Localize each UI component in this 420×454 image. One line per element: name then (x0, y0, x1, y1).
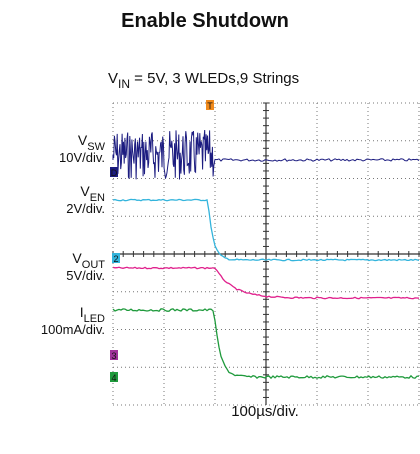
timebase: 100µs/div. (231, 403, 299, 420)
traces: T D 2 3 4 (110, 100, 419, 383)
channel-scale: 2V/div. (66, 201, 105, 216)
channel-marker-glyph: D (111, 168, 118, 178)
channel-marker-glyph: 2 (113, 254, 118, 264)
channel-scale: 10V/div. (59, 150, 105, 165)
subtitle-subscript: IN (118, 77, 130, 91)
figure: Enable Shutdown VIN = 5V, 3 WLEDs,9 Stri… (0, 0, 420, 454)
title: Enable Shutdown (121, 10, 289, 32)
channel-scale: 100mA/div. (41, 322, 105, 337)
channel-marker-glyph: T (207, 101, 213, 111)
channel-scale: 5V/div. (66, 268, 105, 283)
channel-labels: VSW10V/div.VEN2V/div.VOUT5V/div.ILED100m… (41, 132, 106, 337)
subtitle: VIN = 5V, 3 WLEDs,9 Strings (108, 70, 299, 91)
scope-grid (113, 103, 420, 405)
subtitle-text: = 5V, 3 WLEDs,9 Strings (130, 70, 299, 87)
subtitle-symbol: V (108, 70, 118, 87)
channel-marker-glyph: 4 (111, 373, 116, 383)
channel-marker-glyph: 3 (111, 351, 116, 361)
